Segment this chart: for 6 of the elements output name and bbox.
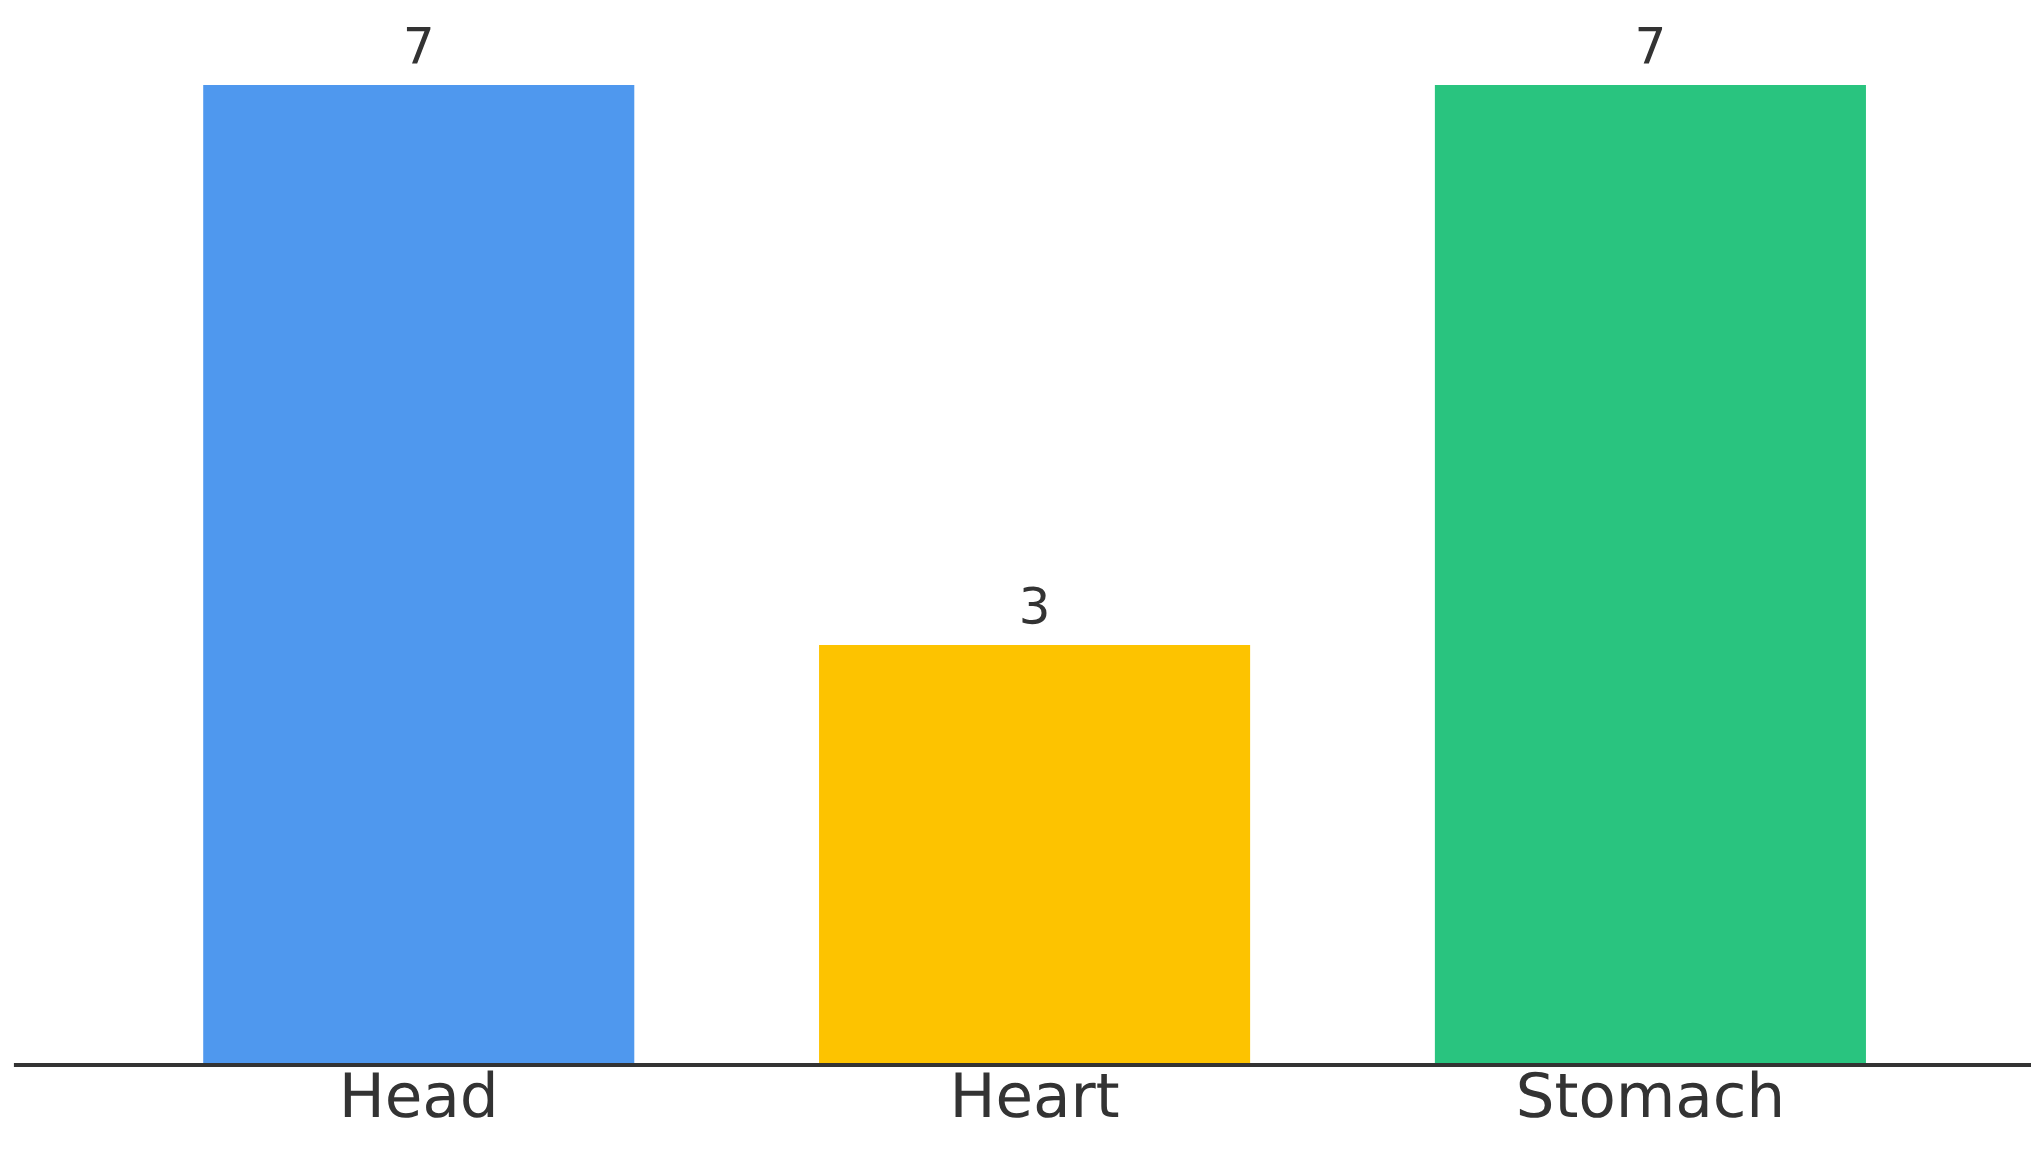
data-label: 7 <box>1638 27 1663 64</box>
data-label: 7 <box>406 27 431 64</box>
x-tick-label: Stomach <box>1519 1070 1780 1118</box>
x-tick-label: Head <box>344 1070 494 1118</box>
data-label: 3 <box>1022 586 1047 625</box>
x-tick-label: Heart <box>955 1072 1119 1118</box>
